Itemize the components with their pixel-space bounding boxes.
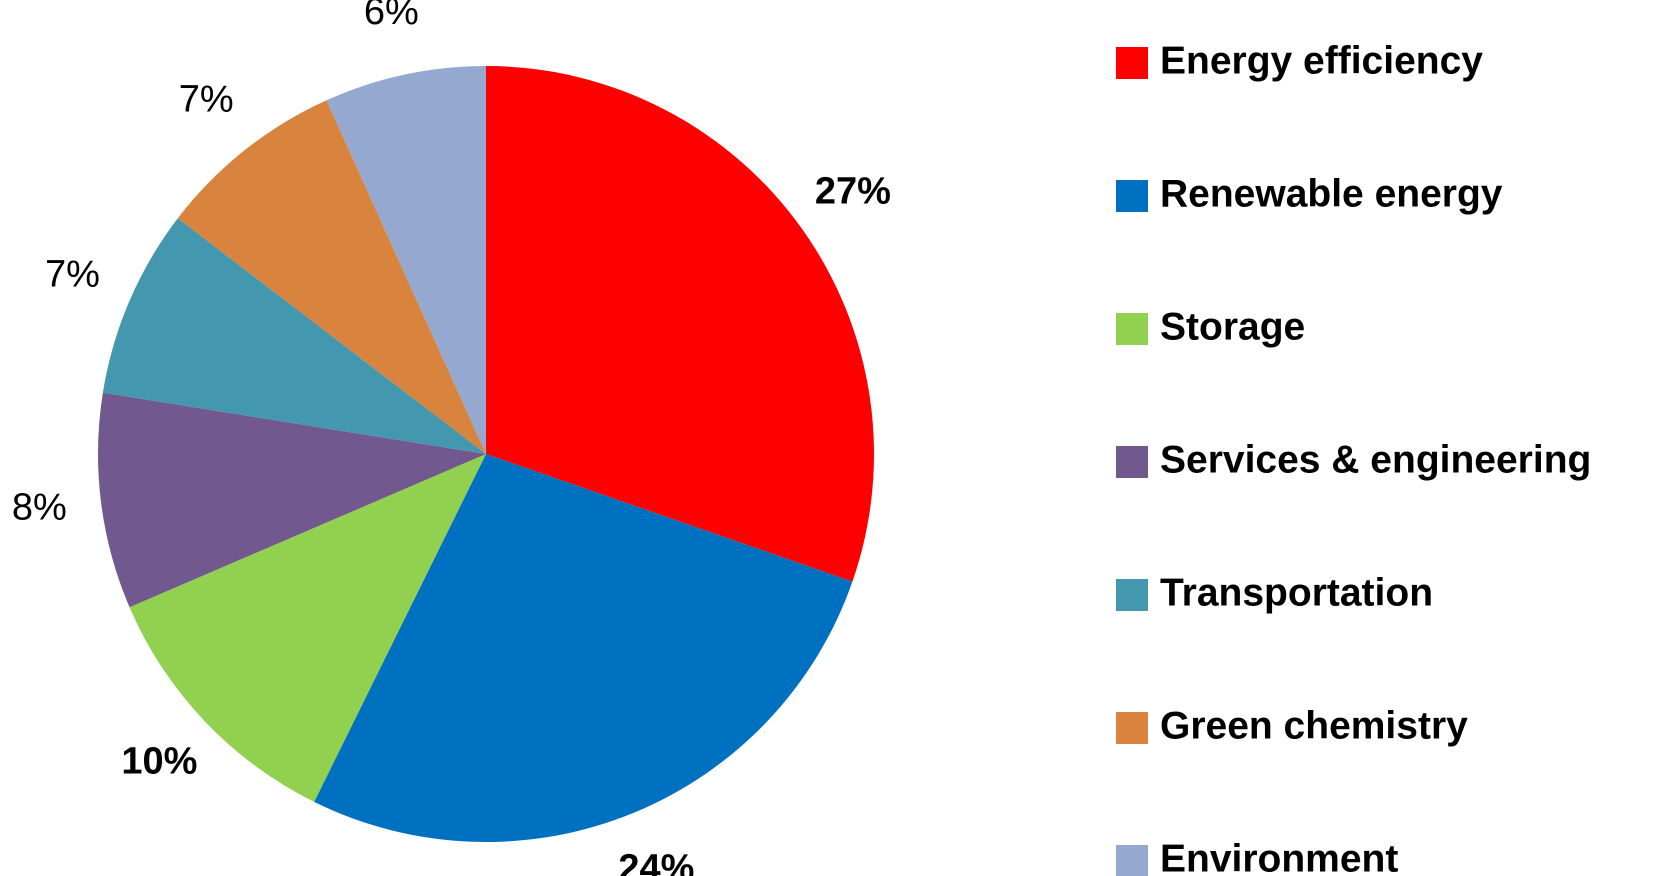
- data-label: 24%: [618, 848, 694, 876]
- legend-swatch: [1116, 446, 1148, 478]
- pie-slice: [486, 66, 874, 582]
- data-label: 27%: [815, 170, 891, 212]
- data-label: 10%: [121, 741, 197, 783]
- data-label: 7%: [179, 78, 234, 120]
- legend-swatch: [1116, 845, 1148, 876]
- pie-slice: [129, 454, 486, 802]
- legend-label: Green chemistry: [1160, 704, 1468, 747]
- legend-label: Storage: [1160, 305, 1305, 348]
- legend-swatch: [1116, 47, 1148, 79]
- legend-label: Transportation: [1160, 571, 1433, 614]
- pie-slice: [314, 454, 853, 843]
- data-label: 7%: [45, 253, 100, 295]
- pie-slice: [98, 392, 486, 608]
- legend-swatch: [1116, 712, 1148, 744]
- pie-slice: [177, 100, 486, 454]
- legend-label: Energy efficiency: [1160, 39, 1483, 82]
- data-label: 8%: [12, 486, 67, 528]
- legend-label: Services & engineering: [1160, 438, 1591, 481]
- legend-swatch: [1116, 579, 1148, 611]
- legend-label: Renewable energy: [1160, 172, 1503, 215]
- pie-slice: [326, 66, 486, 454]
- legend-swatch: [1116, 313, 1148, 345]
- pie-slice: [102, 218, 486, 454]
- data-label: 6%: [364, 0, 419, 33]
- legend-label: Environment: [1160, 837, 1398, 876]
- legend-swatch: [1116, 180, 1148, 212]
